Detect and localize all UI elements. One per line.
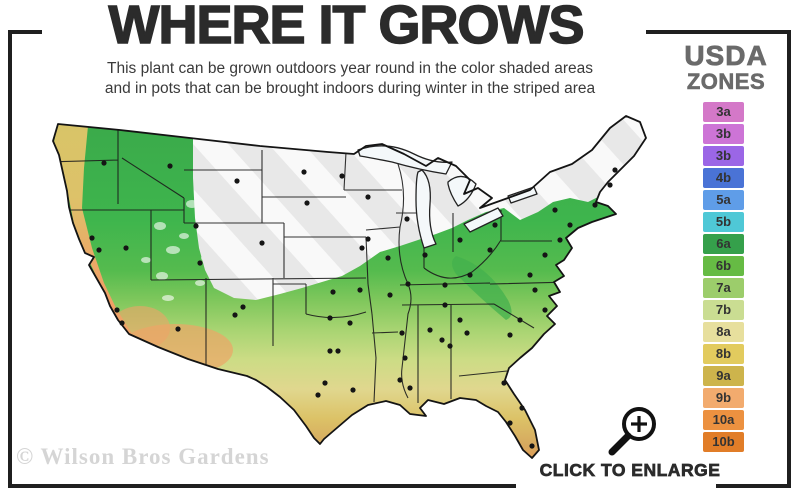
zone-swatch-9a: 9a [703,366,744,386]
frame-bottom-left-dash [8,484,516,488]
subtitle: This plant can be grown outdoors year ro… [30,59,670,99]
zone-swatch-8b: 8b [703,344,744,364]
zone-swatch-3b: 3b [703,146,744,166]
zone-swatch-6b: 6b [703,256,744,276]
subtitle-line-1: This plant can be grown outdoors year ro… [107,60,593,77]
zone-swatch-8a: 8a [703,322,744,342]
zone-swatch-5a: 5a [703,190,744,210]
zone-swatch-10b: 10b [703,432,744,452]
frame-left-border [8,30,12,488]
city-dots [89,160,618,449]
usda-zone-map[interactable] [10,108,670,478]
usda-heading-line1: USDA [684,40,768,71]
click-to-enlarge-label[interactable]: CLICK TO ENLARGE [539,460,721,481]
click-to-enlarge-button[interactable]: CLICK TO ENLARGE [525,400,735,490]
zone-swatch-7a: 7a [703,278,744,298]
lake-erie [463,207,504,233]
watermark: © Wilson Bros Gardens [16,444,270,469]
magnifier-zoom-icon[interactable] [603,402,663,460]
zone-swatch-3b: 3b [703,124,744,144]
zone-swatch-7b: 7b [703,300,744,320]
socal-orange-wash [110,306,170,350]
usda-heading-line2: ZONES [686,69,766,94]
frame-top-left-dash [8,30,42,34]
zone-swatch-6a: 6a [703,234,744,254]
frame-bottom-right-dash [716,484,791,488]
us-outline [52,115,647,459]
frame-top-right-dash [646,30,791,34]
usda-zones-heading: USDA ZONES [664,40,788,94]
zone-swatch-4b: 4b [703,168,744,188]
zone-swatch-10a: 10a [703,410,744,430]
page-title: WHERE IT GROWS [108,0,585,56]
subtitle-line-2: and in pots that can be brought indoors … [104,80,596,97]
zone-swatch-9b: 9b [703,388,744,408]
zone-legend: 3a 3b 3b 4b 5a 5b 6a 6b 7a 7b 8a 8b 9a 9b 10a 10b [703,102,744,454]
zone-swatch-3a: 3a [703,102,744,122]
lake-michigan [415,169,437,249]
appalachian-green-tongue [452,256,512,320]
frame-right-border [787,30,791,488]
west-coast-strip [54,122,132,336]
lake-superior [357,145,453,175]
zone-swatch-5b: 5b [703,212,744,232]
